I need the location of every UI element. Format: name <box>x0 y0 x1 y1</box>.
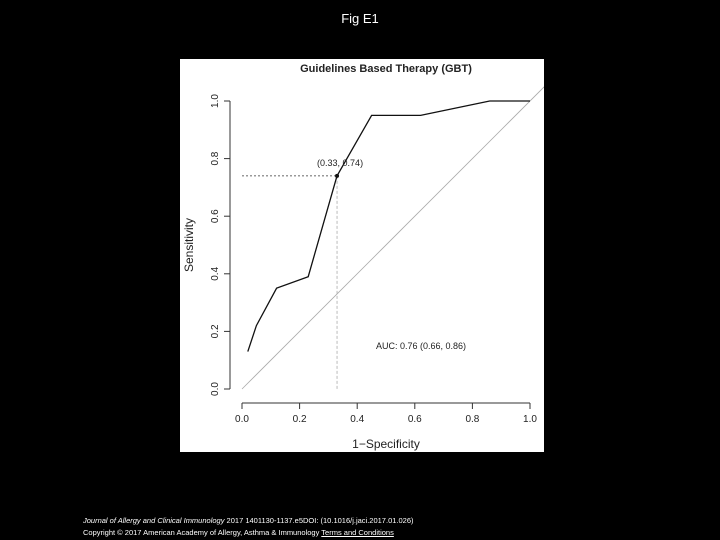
citation-line-2: Copyright © 2017 American Academy of All… <box>83 527 414 539</box>
citation-line-1: Journal of Allergy and Clinical Immunolo… <box>83 515 414 527</box>
chart-title: Guidelines Based Therapy (GBT) <box>300 63 472 75</box>
journal-name: Journal of Allergy and Clinical Immunolo… <box>83 516 225 525</box>
x-tick-label: 0.8 <box>465 414 479 425</box>
copyright-text: Copyright © 2017 American Academy of All… <box>83 528 320 537</box>
slide-title: Fig E1 <box>341 11 379 26</box>
x-axis-label: 1−Specificity <box>352 437 420 451</box>
y-tick-label: 0.2 <box>210 324 221 338</box>
y-tick-label: 0.4 <box>210 266 221 280</box>
citation-details: 2017 1401130-1137.e5DOI: (10.1016/j.jaci… <box>224 516 414 525</box>
roc-chart: Guidelines Based Therapy (GBT) 0.0 0.2 0.4… <box>182 63 544 451</box>
x-tick-label: 0.0 <box>235 414 249 425</box>
x-tick-label: 0.2 <box>293 414 307 425</box>
x-tick-label: 0.6 <box>408 414 422 425</box>
terms-link[interactable]: Terms and Conditions <box>321 528 394 537</box>
reference-diagonal <box>241 86 544 390</box>
figure-panel: Guidelines Based Therapy (GBT) 0.0 0.2 0.4… <box>180 59 544 452</box>
highlight-point-label: (0.33, 0.74) <box>317 158 363 168</box>
y-tick-label: 0.8 <box>210 151 221 165</box>
x-tick-label: 1.0 <box>523 414 537 425</box>
y-axis-label: Sensitivity <box>182 218 196 272</box>
y-tick-label: 1.0 <box>210 94 221 108</box>
citation: Journal of Allergy and Clinical Immunolo… <box>83 515 414 539</box>
y-axis-ticks: 0.0 0.2 0.4 0.6 0.8 1.0 <box>210 94 230 396</box>
y-tick-label: 0.6 <box>210 209 221 223</box>
highlight-point <box>335 173 340 178</box>
x-axis-ticks: 0.0 0.2 0.4 0.6 0.8 1.0 <box>235 403 537 425</box>
y-tick-label: 0.0 <box>210 382 221 396</box>
roc-curve <box>247 100 530 352</box>
auc-annotation: AUC: 0.76 (0.66, 0.86) <box>376 341 466 351</box>
x-tick-label: 0.4 <box>350 414 364 425</box>
